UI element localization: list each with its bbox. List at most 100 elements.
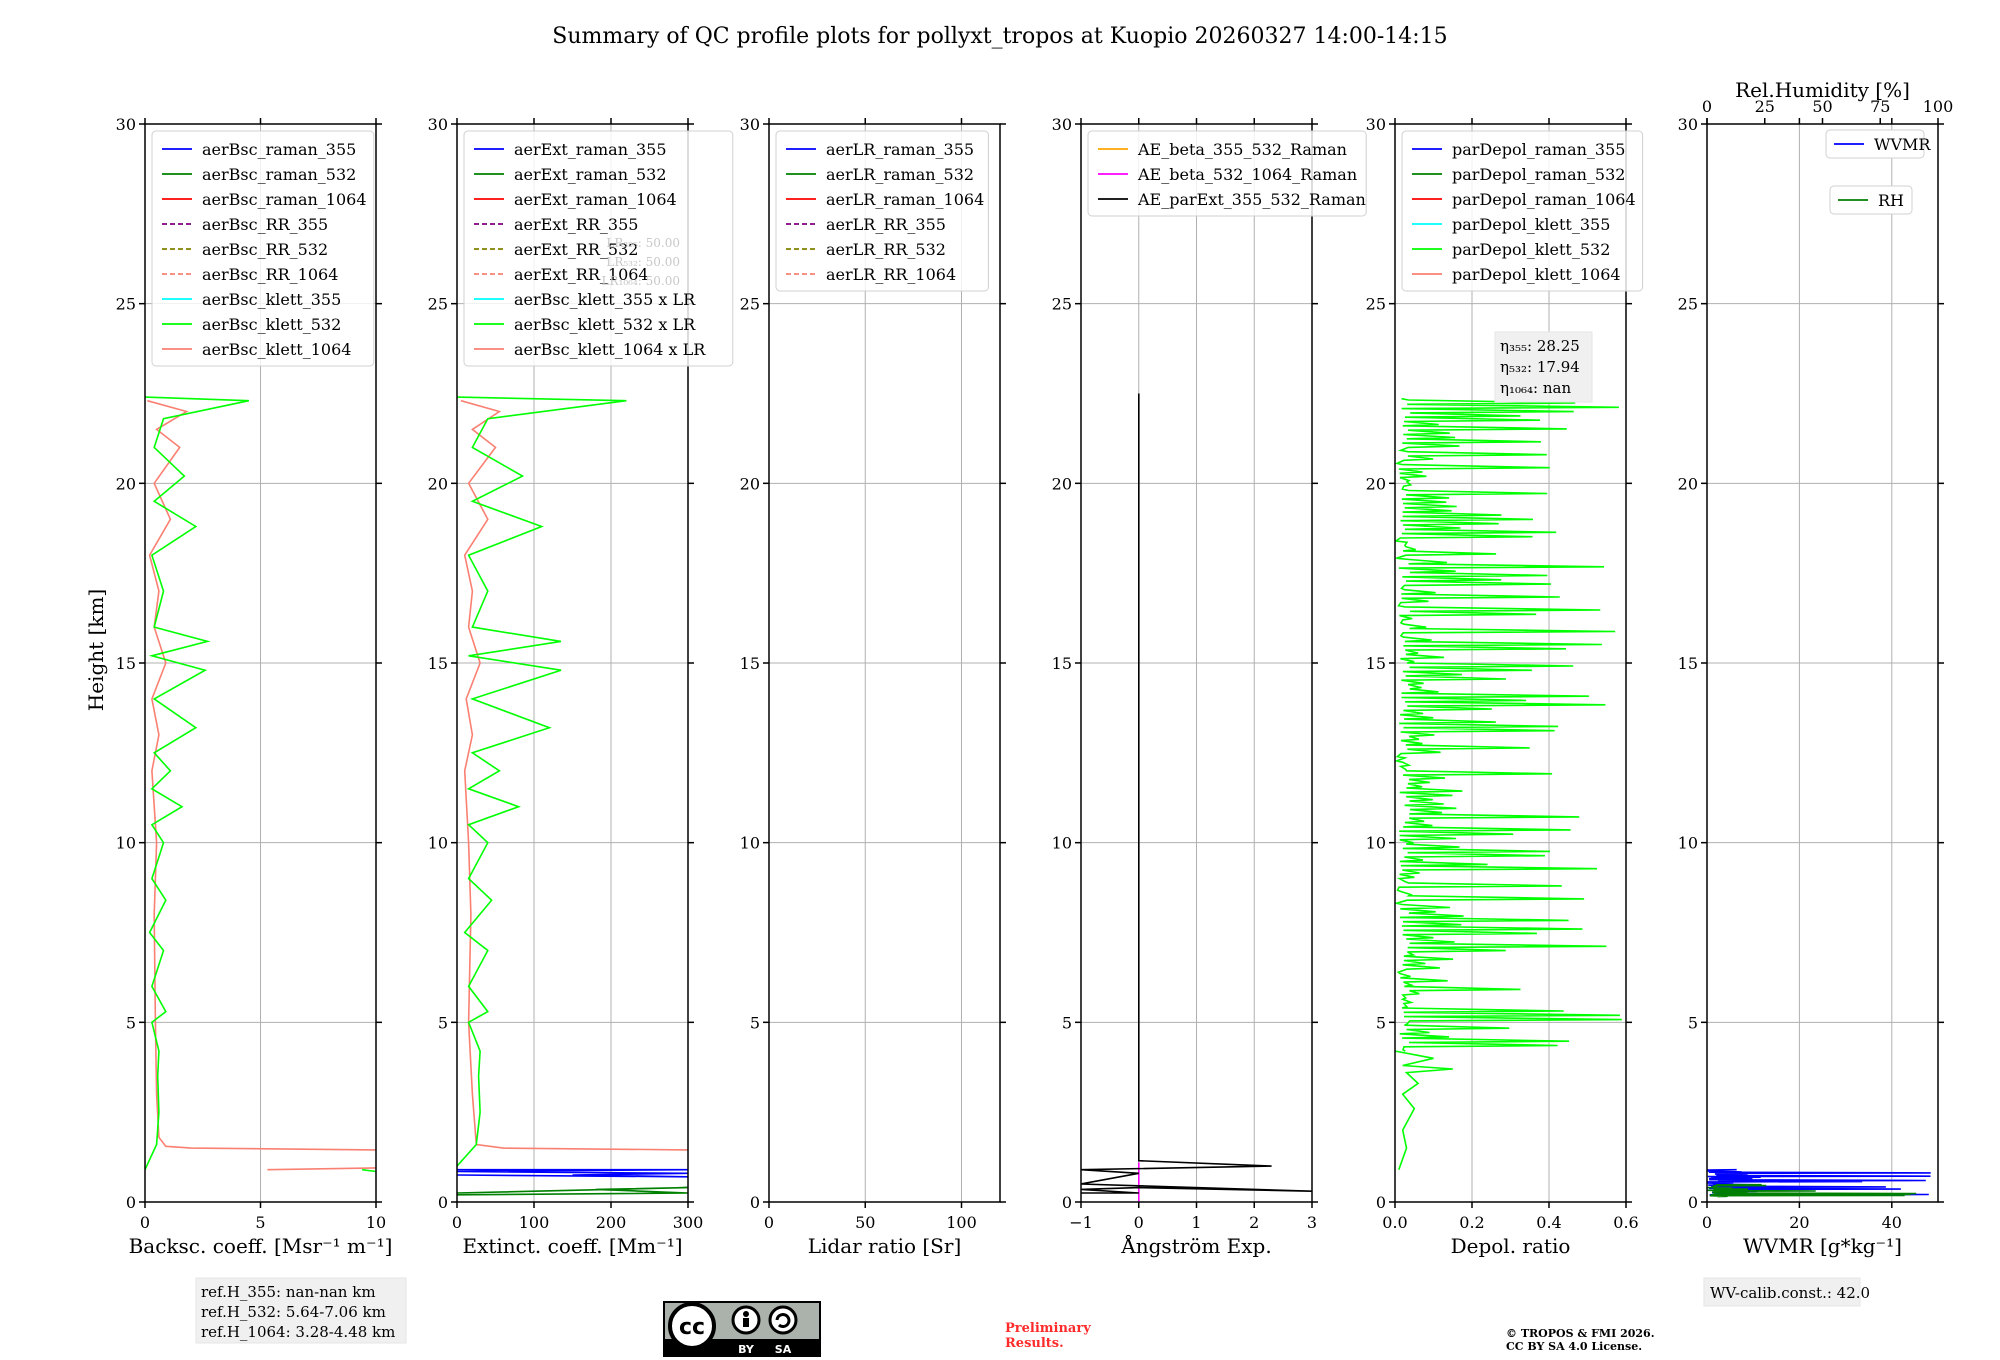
y-tick-label: 30	[1366, 115, 1386, 134]
y-tick-label: 15	[1052, 654, 1072, 673]
legend: aerLR_raman_355 aerLR_raman_532 aerLR_rama…	[775, 130, 989, 292]
y-tick-label: 25	[740, 295, 760, 314]
y-tick-label: 15	[1678, 654, 1698, 673]
series-group	[1081, 393, 1312, 1202]
series-group	[457, 396, 688, 1196]
series-group	[1395, 397, 1622, 1170]
y-tick-label: 10	[428, 834, 448, 853]
legend-label: aerBsc_RR_355	[202, 215, 328, 234]
legend-label: aerBsc_RR_1064	[202, 265, 338, 284]
y-tick-label: 10	[1052, 834, 1072, 853]
series-group	[145, 396, 376, 1173]
y-tick-label: 25	[1366, 295, 1386, 314]
legend-label: aerLR_raman_532	[826, 165, 974, 184]
series-aerBsc_klett_532	[145, 396, 250, 1171]
x-axis-label: Depol. ratio	[1451, 1234, 1571, 1258]
legend-label: aerExt_RR_532	[514, 240, 638, 259]
x-tick-label: 0.6	[1613, 1213, 1638, 1232]
y-tick-label: 10	[1678, 834, 1698, 853]
legend-box	[775, 130, 989, 292]
x-tick-label: 5	[255, 1213, 265, 1232]
y-tick-label: 15	[740, 654, 760, 673]
x-tick-label: 10	[366, 1213, 386, 1232]
legend-label: aerExt_RR_1064	[514, 265, 649, 284]
legend-label: AE_beta_532_1064_Raman	[1137, 165, 1357, 184]
y-tick-label: 25	[1678, 295, 1698, 314]
legend-label: aerBsc_raman_355	[202, 140, 356, 159]
series-parDepol_klett_532_noise	[1395, 397, 1622, 1052]
y-tick-label: 20	[1366, 474, 1386, 493]
legend-label: aerLR_raman_1064	[826, 190, 984, 209]
eta-box: η₃₅₅: 28.25 η₅₃₂: 17.94 η₁₀₆₄: nan	[1494, 331, 1593, 403]
legend-label: parDepol_klett_355	[1452, 215, 1610, 234]
cc-by-sa-license-badge: cc BY SA	[663, 1301, 821, 1357]
x-tick-label: 0.2	[1459, 1213, 1484, 1232]
legend-box	[1087, 130, 1367, 217]
legend: aerExt_raman_355 aerExt_raman_532 aerExt_r…	[463, 130, 734, 367]
y-tick-label: 30	[1678, 115, 1698, 134]
badge-sa-label: SA	[775, 1343, 792, 1356]
legend-label: aerBsc_RR_532	[202, 240, 328, 259]
x-tick-label: 200	[596, 1213, 627, 1232]
y-tick-label: 5	[1688, 1013, 1698, 1032]
eta-label: η₃₅₅: 28.25	[1500, 337, 1580, 355]
legend-label: aerExt_raman_355	[514, 140, 667, 159]
ref-h-355: ref.H_355: nan-nan km	[201, 1283, 376, 1301]
y-tick-label: 30	[428, 115, 448, 134]
y-tick-label: 15	[1366, 654, 1386, 673]
copyright-line-1: © TROPOS & FMI 2026.	[1506, 1327, 1655, 1340]
legend-label: RH	[1878, 191, 1904, 210]
y-tick-label: 0	[438, 1193, 448, 1212]
y-tick-label: 25	[116, 295, 136, 314]
wv-calib-const: WV-calib.const.: 42.0	[1710, 1284, 1870, 1302]
top-x-tick-label: 25	[1755, 97, 1775, 116]
legend-box	[151, 130, 375, 367]
x-tick-label: 100	[519, 1213, 550, 1232]
legend: aerBsc_raman_355 aerBsc_raman_532 aerBsc_r…	[151, 130, 375, 367]
legend-label: aerBsc_raman_1064	[202, 190, 367, 209]
y-tick-label: 10	[1366, 834, 1386, 853]
cc-logo-icon	[668, 1302, 716, 1350]
x-axis-label: Extinct. coeff. [Mm⁻¹]	[462, 1234, 682, 1258]
legend-label: aerBsc_raman_532	[202, 165, 356, 184]
x-tick-label: 1	[1191, 1213, 1201, 1232]
series-group	[1707, 1168, 1931, 1198]
lr-label: LR₅₃₂: 50.00	[606, 255, 680, 269]
top-x-tick-label: 0	[1702, 97, 1712, 116]
y-tick-label: 25	[1052, 295, 1072, 314]
y-tick-label: 30	[740, 115, 760, 134]
y-tick-label: 0	[1688, 1193, 1698, 1212]
legend-wvmr: WVMR	[1825, 129, 1931, 159]
ref-h-1064: ref.H_1064: 3.28-4.48 km	[201, 1323, 395, 1341]
x-axis-label: Backsc. coeff. [Msr⁻¹ m⁻¹]	[129, 1234, 393, 1258]
x-tick-label: 40	[1882, 1213, 1902, 1232]
series-aerBsc_klett_532xLR	[457, 396, 627, 1167]
x-tick-label: 0	[1134, 1213, 1144, 1232]
x-tick-label: 0	[1702, 1213, 1712, 1232]
x-tick-label: 50	[855, 1213, 875, 1232]
y-tick-label: 20	[1052, 474, 1072, 493]
share-alike-icon	[768, 1305, 798, 1335]
x-tick-label: 0.0	[1382, 1213, 1407, 1232]
x-tick-label: 3	[1307, 1213, 1317, 1232]
x-axis-label: Lidar ratio [Sr]	[808, 1234, 962, 1258]
legend-label: aerBsc_klett_532	[202, 315, 341, 334]
y-tick-label: 30	[1052, 115, 1072, 134]
top-x-tick-label: 100	[1923, 97, 1954, 116]
legend-box	[463, 130, 734, 367]
ref-h-532: ref.H_532: 5.64-7.06 km	[201, 1303, 386, 1321]
preliminary-line-2: Results.	[1005, 1336, 1064, 1351]
legend-label: parDepol_klett_532	[1452, 240, 1610, 259]
top-x-tick-label: 50	[1812, 97, 1832, 116]
y-tick-label: 30	[116, 115, 136, 134]
y-tick-label: 10	[116, 834, 136, 853]
x-tick-label: 20	[1789, 1213, 1809, 1232]
series-aerExt_raman_355	[457, 1168, 688, 1178]
y-tick-label: 25	[428, 295, 448, 314]
x-tick-label: 0	[140, 1213, 150, 1232]
series-aerBsc_klett_1064_low	[267, 1167, 376, 1171]
y-tick-label: 0	[1376, 1193, 1386, 1212]
